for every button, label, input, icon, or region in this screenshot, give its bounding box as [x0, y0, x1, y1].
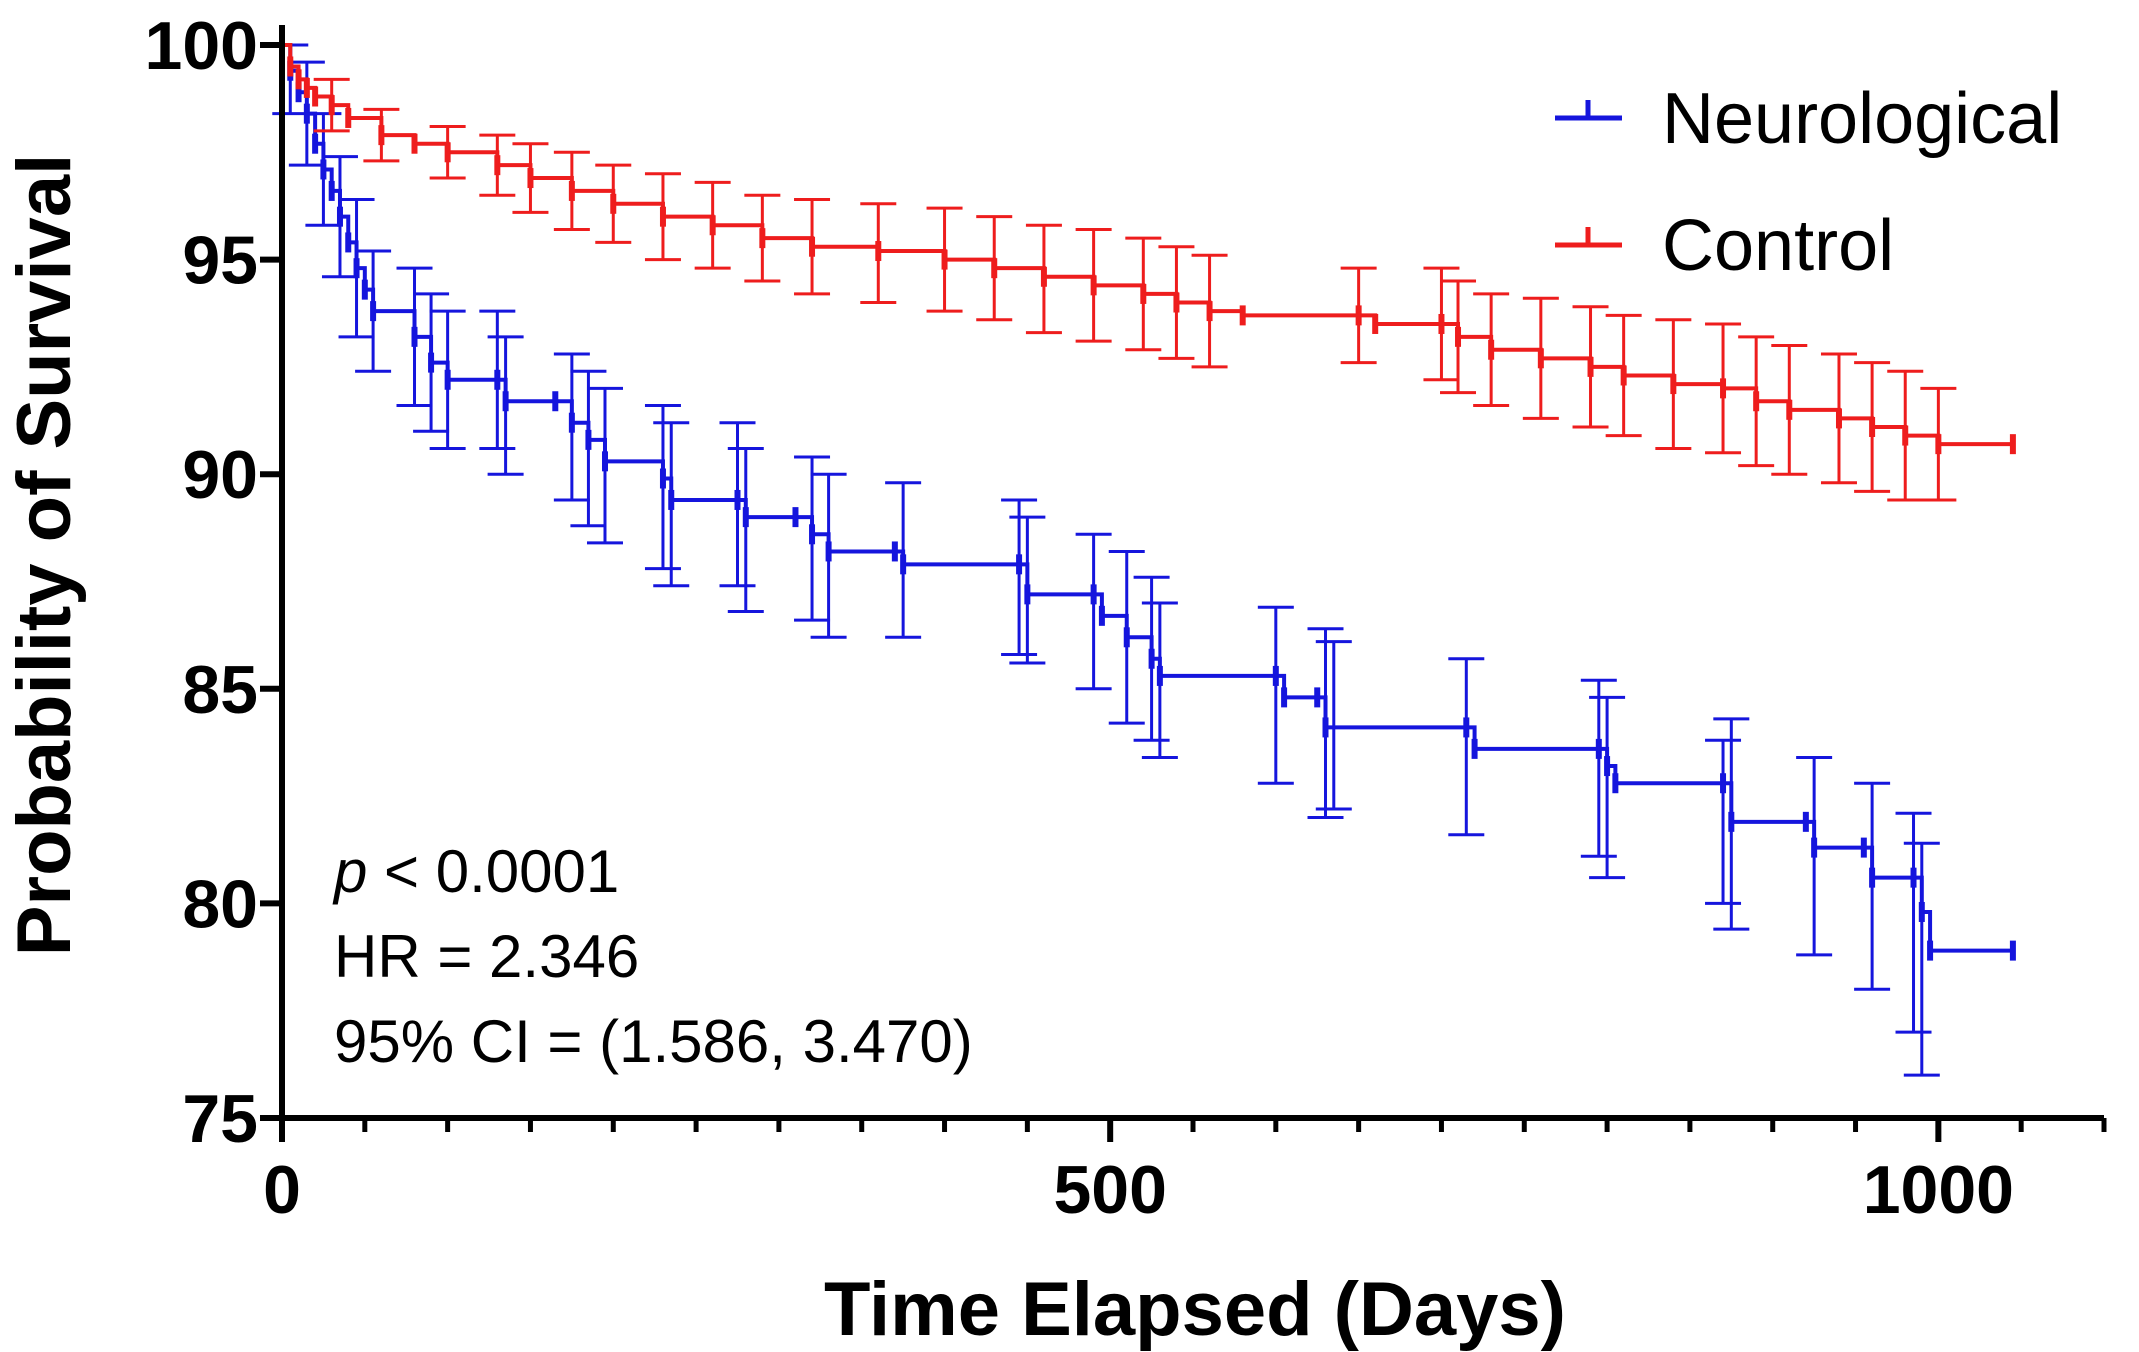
stat-text: < 0.0001: [367, 838, 619, 905]
y-tick-label: 100: [145, 8, 258, 84]
x-tick-label: 500: [1053, 1152, 1166, 1228]
legend: Neurological Control: [1555, 79, 2062, 286]
stat-line: p < 0.0001: [332, 838, 619, 905]
series-neurological: [272, 43, 2016, 1077]
plot-lines: [272, 43, 2016, 1077]
stats-annotations: p < 0.0001 HR = 2.346 95% CI = (1.586, 3.4…: [332, 838, 973, 1075]
y-tick-label: 95: [182, 223, 258, 299]
legend-label: Neurological: [1662, 79, 2062, 159]
legend-item-neurological: Neurological: [1555, 79, 2062, 159]
y-axis-title: Probability of Survival: [2, 154, 87, 956]
legend-label: Control: [1662, 206, 1894, 286]
y-tick-label: 80: [182, 866, 258, 942]
y-tick-label: 90: [182, 437, 258, 513]
x-tick-label: 1000: [1863, 1152, 2014, 1228]
y-tick-label: 75: [182, 1081, 258, 1157]
survival-step-line: [282, 43, 2013, 953]
x-tick-label: 0: [263, 1152, 301, 1228]
stat-text: HR = 2.346: [334, 923, 639, 990]
stat-italic: p: [332, 838, 367, 905]
y-tick-label: 85: [182, 652, 258, 728]
stat-line: 95% CI = (1.586, 3.470): [334, 1008, 973, 1075]
stat-text: 95% CI = (1.586, 3.470): [334, 1008, 973, 1075]
x-axis-title: Time Elapsed (Days): [824, 1267, 1566, 1352]
legend-item-control: Control: [1555, 206, 1894, 286]
series-control: [282, 43, 2016, 502]
stat-line: HR = 2.346: [334, 923, 639, 990]
